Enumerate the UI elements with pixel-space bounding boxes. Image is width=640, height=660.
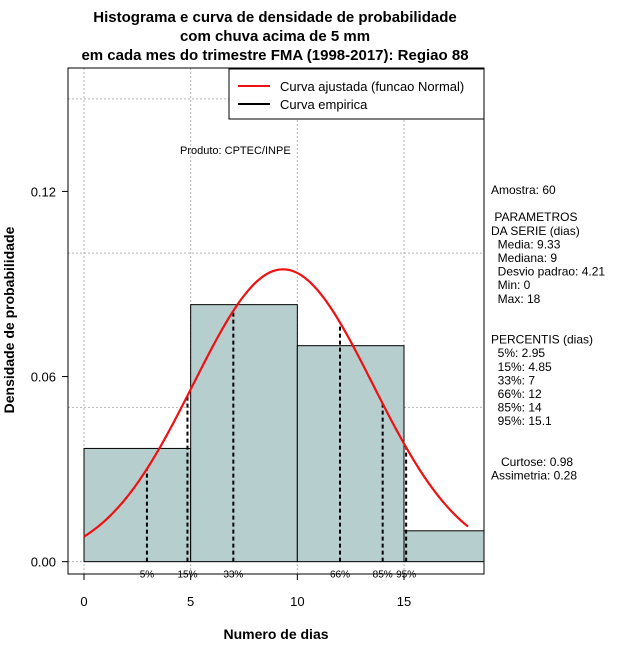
plot-frame — [67, 67, 485, 575]
legend: Curva ajustada (funcao Normal) Curva emp… — [228, 68, 485, 120]
side-panel-line-17: 95%: 15.1 — [491, 414, 552, 428]
x-tick-label-2: 10 — [290, 594, 304, 609]
side-panel-line-16: 85%: 14 — [491, 401, 542, 415]
title-line-3: em cada mes do trimestre FMA (1998-2017)… — [81, 47, 468, 64]
percentile-lines: 5% 15% 33% 66% 85% 95% — [140, 310, 416, 581]
percentile-label-4: 85% — [373, 570, 393, 581]
percentile-label-5: 95% — [396, 570, 416, 581]
side-panel-line-7: Min: 0 — [491, 278, 531, 292]
x-tick-label-1: 5 — [187, 594, 194, 609]
produto-annotation: Produto: CPTEC/INPE — [180, 145, 291, 157]
histogram-bars — [83, 304, 485, 563]
side-panel-line-5: Mediana: 9 — [491, 251, 557, 265]
side-panel-line-11: PERCENTIS (dias) — [491, 333, 593, 347]
histogram-bar-3 — [403, 530, 485, 563]
percentile-label-0: 5% — [140, 570, 155, 581]
histogram-bar-2 — [296, 345, 405, 563]
percentile-label-1: 15% — [177, 570, 197, 581]
side-panel-line-6: Desvio padrao: 4.21 — [491, 265, 605, 279]
x-tick-label-3: 15 — [397, 594, 411, 609]
title-line-2: com chuva acima de 5 mm — [180, 28, 370, 45]
legend-label-normal: Curva ajustada (funcao Normal) — [280, 79, 464, 94]
side-panel-line-0: Amostra: 60 — [491, 183, 556, 197]
title-line-1: Histograma e curva de densidade de proba… — [93, 9, 456, 26]
y-tick-label-1: 0.06 — [31, 370, 56, 385]
x-tick-label-0: 0 — [80, 594, 87, 609]
side-panel-line-3: DA SERIE (dias) — [491, 224, 580, 238]
histogram-bar-1 — [190, 304, 298, 563]
side-panel-line-14: 33%: 7 — [491, 373, 535, 387]
x-axis-label: Numero de dias — [223, 626, 328, 642]
side-panel-line-21: Assimetria: 0.28 — [491, 469, 577, 483]
legend-box — [228, 68, 485, 120]
histogram-bar-0 — [83, 447, 192, 563]
side-panel-line-2: PARAMETROS — [491, 210, 577, 224]
axes: 0 5 10 15 0.00 0.06 0.12 — [31, 67, 485, 609]
normal-curve — [83, 268, 469, 538]
side-panel-line-15: 66%: 12 — [491, 387, 542, 401]
side-panel-line-4: Media: 9.33 — [491, 237, 561, 251]
y-tick-label-0: 0.00 — [31, 555, 56, 570]
side-panel-line-12: 5%: 2.95 — [491, 346, 545, 360]
y-tick-label-2: 0.12 — [31, 184, 56, 199]
normal-curve-line — [83, 268, 469, 538]
side-panel-line-8: Max: 18 — [491, 292, 541, 306]
chart-title: Histograma e curva de densidade de proba… — [81, 9, 468, 64]
y-axis-label: Densidade de probabilidade — [1, 226, 17, 413]
side-panel-line-13: 15%: 4.85 — [491, 360, 552, 374]
legend-label-empirica: Curva empirica — [280, 97, 368, 112]
percentile-label-3: 66% — [330, 570, 350, 581]
percentile-label-2: 33% — [223, 570, 243, 581]
side-panel-line-20: Curtose: 0.98 — [491, 455, 573, 469]
